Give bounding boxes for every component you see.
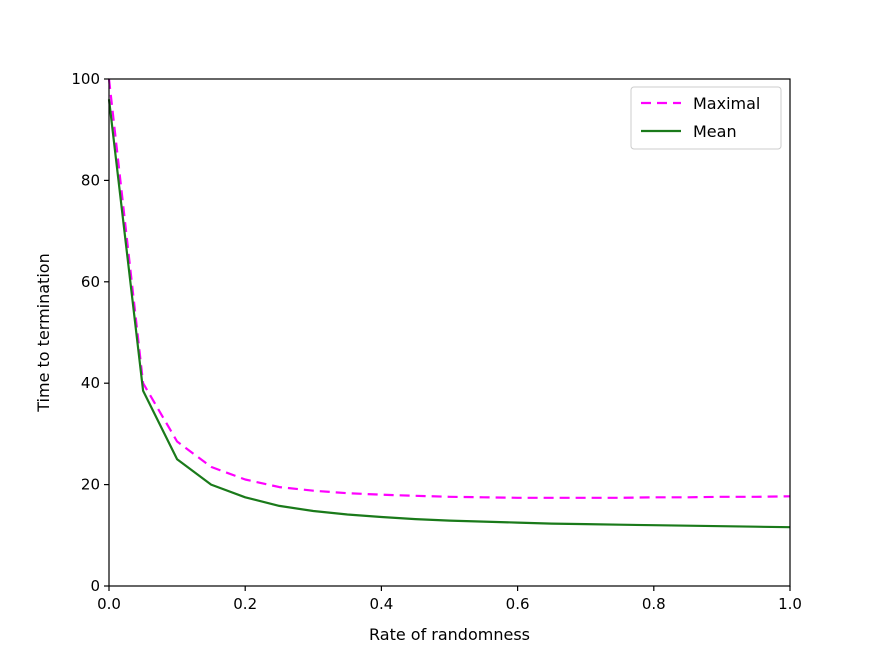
- legend-label-maximal: Maximal: [693, 94, 760, 113]
- x-tick-label: 0.8: [642, 595, 666, 613]
- y-tick-label: 80: [81, 171, 100, 189]
- y-tick-label: 20: [81, 476, 100, 494]
- y-tick-label: 60: [81, 273, 100, 291]
- x-tick-label: 0.0: [97, 595, 121, 613]
- y-tick-label: 40: [81, 374, 100, 392]
- x-axis-ticks: 0.0 0.2 0.4 0.6 0.8 1.0: [97, 586, 802, 613]
- plot-frame: [108, 78, 791, 587]
- x-tick-label: 0.6: [506, 595, 530, 613]
- series-line-mean: [107, 99, 791, 529]
- x-tick-label: 0.2: [233, 595, 257, 613]
- x-tick-label: 0.4: [369, 595, 393, 613]
- y-tick-label: 100: [71, 70, 100, 88]
- legend-box: [630, 86, 782, 150]
- plot-lines: [107, 78, 791, 529]
- y-axis-ticks: 0 20 40 60 80 100: [71, 70, 109, 595]
- x-tick-label: 1.0: [778, 595, 802, 613]
- legend-label-mean: Mean: [693, 122, 737, 141]
- y-axis-label: Time to termination: [34, 253, 53, 412]
- legend: Maximal Mean: [630, 86, 782, 150]
- series-line-maximal: [107, 78, 791, 499]
- y-tick-label: 0: [90, 577, 100, 595]
- x-axis-label: Rate of randomness: [369, 625, 530, 644]
